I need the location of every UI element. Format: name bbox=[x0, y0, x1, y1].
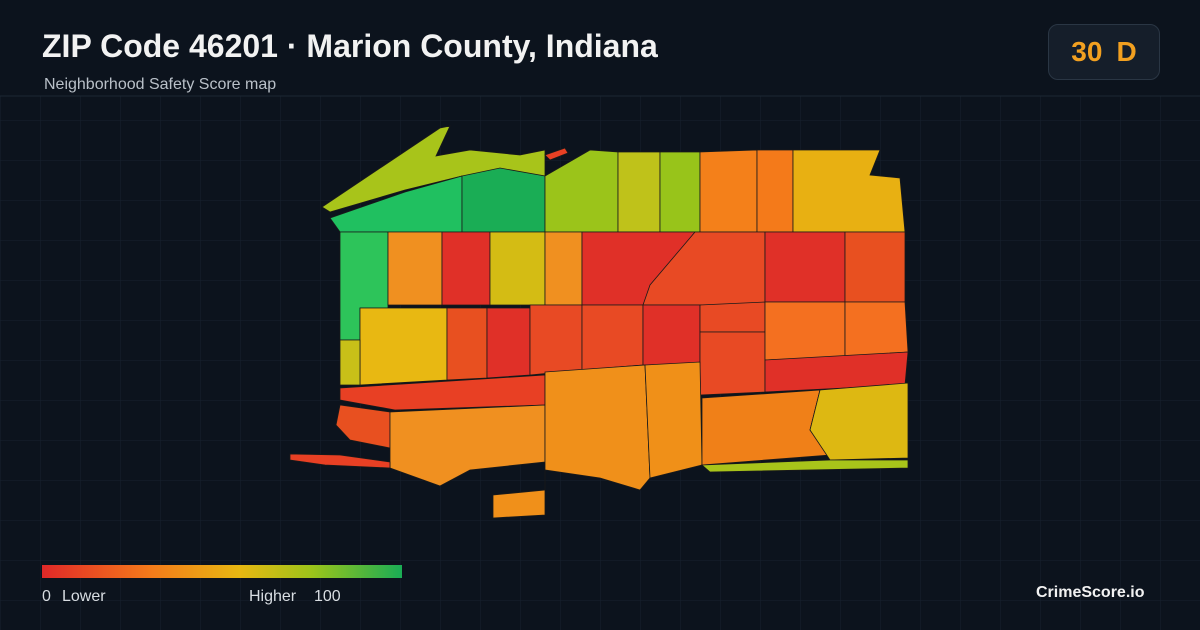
score-value: 30 bbox=[1071, 36, 1103, 67]
legend-max-label: Higher bbox=[249, 588, 297, 605]
legend-min-label: Lower bbox=[62, 588, 106, 605]
legend-min: 0 bbox=[42, 588, 51, 605]
title: ZIP Code 46201 · Marion County, Indiana bbox=[42, 28, 658, 64]
brand: CrimeScore.io bbox=[1036, 584, 1145, 601]
score-grade: D bbox=[1116, 36, 1137, 67]
legend-gradient bbox=[42, 565, 402, 578]
legend-max: 100 bbox=[314, 588, 341, 605]
zip-map bbox=[289, 125, 909, 519]
subtitle: Neighborhood Safety Score map bbox=[44, 76, 277, 93]
score-badge: 30 D bbox=[1048, 24, 1160, 80]
